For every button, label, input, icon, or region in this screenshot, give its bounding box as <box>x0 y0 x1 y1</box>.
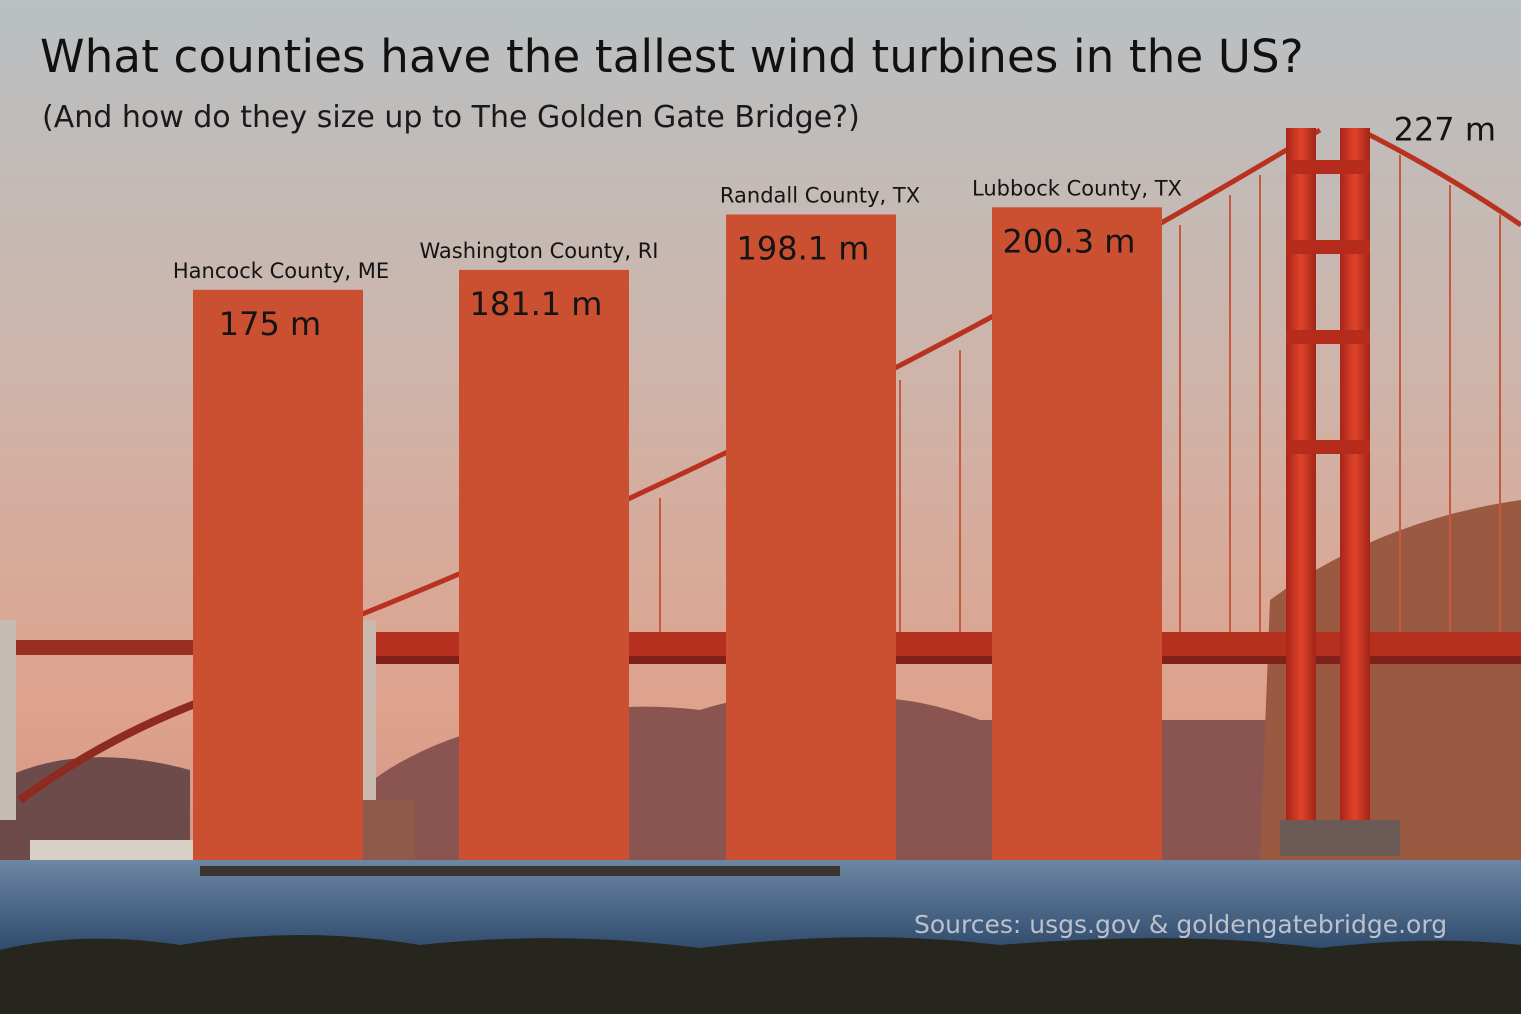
reference-value-label: 227 m <box>1394 110 1496 148</box>
bar-value-label: 181.1 m <box>470 285 603 323</box>
bar-category-label: Washington County, RI <box>419 239 658 263</box>
bar-value-label: 175 m <box>219 305 321 343</box>
bar-4 <box>992 207 1162 861</box>
bar-category-label: Lubbock County, TX <box>972 176 1182 200</box>
chart-subtitle: (And how do they size up to The Golden G… <box>42 100 860 135</box>
bar-1 <box>193 289 363 860</box>
bar-category-label: Hancock County, ME <box>173 259 389 283</box>
bar-value-label: 198.1 m <box>737 230 870 268</box>
bar-3 <box>726 214 896 860</box>
bar-category-label: Randall County, TX <box>720 184 920 208</box>
chart-title: What counties have the tallest wind turb… <box>40 30 1304 83</box>
bar-value-label: 200.3 m <box>1003 222 1136 260</box>
source-note: Sources: usgs.gov & goldengatebridge.org <box>914 910 1448 939</box>
bar-2 <box>459 269 629 860</box>
